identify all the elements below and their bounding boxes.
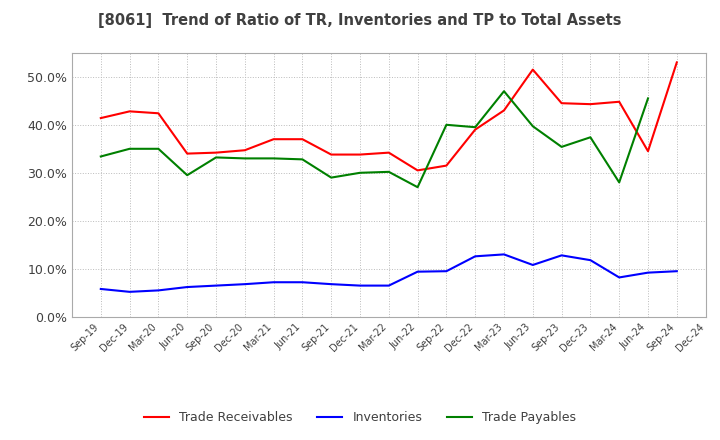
Trade Payables [212, 155, 220, 160]
Trade Payables [240, 156, 249, 161]
Trade Receivables [615, 99, 624, 104]
Inventories [471, 254, 480, 259]
Trade Payables [327, 175, 336, 180]
Trade Payables [96, 154, 105, 159]
Trade Payables [269, 156, 278, 161]
Inventories [327, 282, 336, 287]
Legend: Trade Receivables, Inventories, Trade Payables: Trade Receivables, Inventories, Trade Pa… [139, 407, 581, 429]
Trade Payables [183, 172, 192, 178]
Inventories [644, 270, 652, 275]
Inventories [298, 279, 307, 285]
Line: Inventories: Inventories [101, 254, 677, 292]
Trade Receivables [240, 147, 249, 153]
Trade Payables [471, 125, 480, 130]
Inventories [240, 282, 249, 287]
Trade Payables [557, 144, 566, 150]
Trade Payables [528, 124, 537, 129]
Trade Receivables [212, 150, 220, 155]
Inventories [442, 268, 451, 274]
Trade Payables [154, 146, 163, 151]
Trade Receivables [356, 152, 364, 157]
Text: [8061]  Trend of Ratio of TR, Inventories and TP to Total Assets: [8061] Trend of Ratio of TR, Inventories… [98, 13, 622, 28]
Trade Receivables [96, 115, 105, 121]
Trade Receivables [442, 163, 451, 168]
Trade Receivables [183, 151, 192, 156]
Inventories [125, 289, 134, 294]
Trade Receivables [644, 149, 652, 154]
Trade Receivables [298, 136, 307, 142]
Trade Payables [384, 169, 393, 175]
Trade Receivables [154, 110, 163, 116]
Inventories [356, 283, 364, 288]
Trade Payables [615, 180, 624, 185]
Inventories [615, 275, 624, 280]
Trade Payables [125, 146, 134, 151]
Trade Receivables [413, 168, 422, 173]
Inventories [557, 253, 566, 258]
Trade Receivables [327, 152, 336, 157]
Inventories [672, 268, 681, 274]
Inventories [96, 286, 105, 292]
Inventories [528, 262, 537, 268]
Trade Receivables [384, 150, 393, 155]
Trade Receivables [586, 102, 595, 107]
Inventories [500, 252, 508, 257]
Trade Receivables [471, 127, 480, 132]
Line: Trade Receivables: Trade Receivables [101, 62, 677, 170]
Inventories [384, 283, 393, 288]
Trade Receivables [528, 67, 537, 72]
Inventories [183, 284, 192, 290]
Trade Payables [586, 135, 595, 140]
Trade Payables [413, 184, 422, 190]
Inventories [212, 283, 220, 288]
Inventories [413, 269, 422, 274]
Trade Payables [500, 88, 508, 94]
Line: Trade Payables: Trade Payables [101, 91, 648, 187]
Inventories [586, 257, 595, 263]
Inventories [269, 279, 278, 285]
Trade Receivables [672, 60, 681, 65]
Trade Receivables [269, 136, 278, 142]
Trade Payables [356, 170, 364, 176]
Trade Payables [644, 96, 652, 101]
Trade Payables [442, 122, 451, 128]
Trade Receivables [500, 108, 508, 113]
Inventories [154, 288, 163, 293]
Trade Receivables [557, 101, 566, 106]
Trade Payables [298, 157, 307, 162]
Trade Receivables [125, 109, 134, 114]
